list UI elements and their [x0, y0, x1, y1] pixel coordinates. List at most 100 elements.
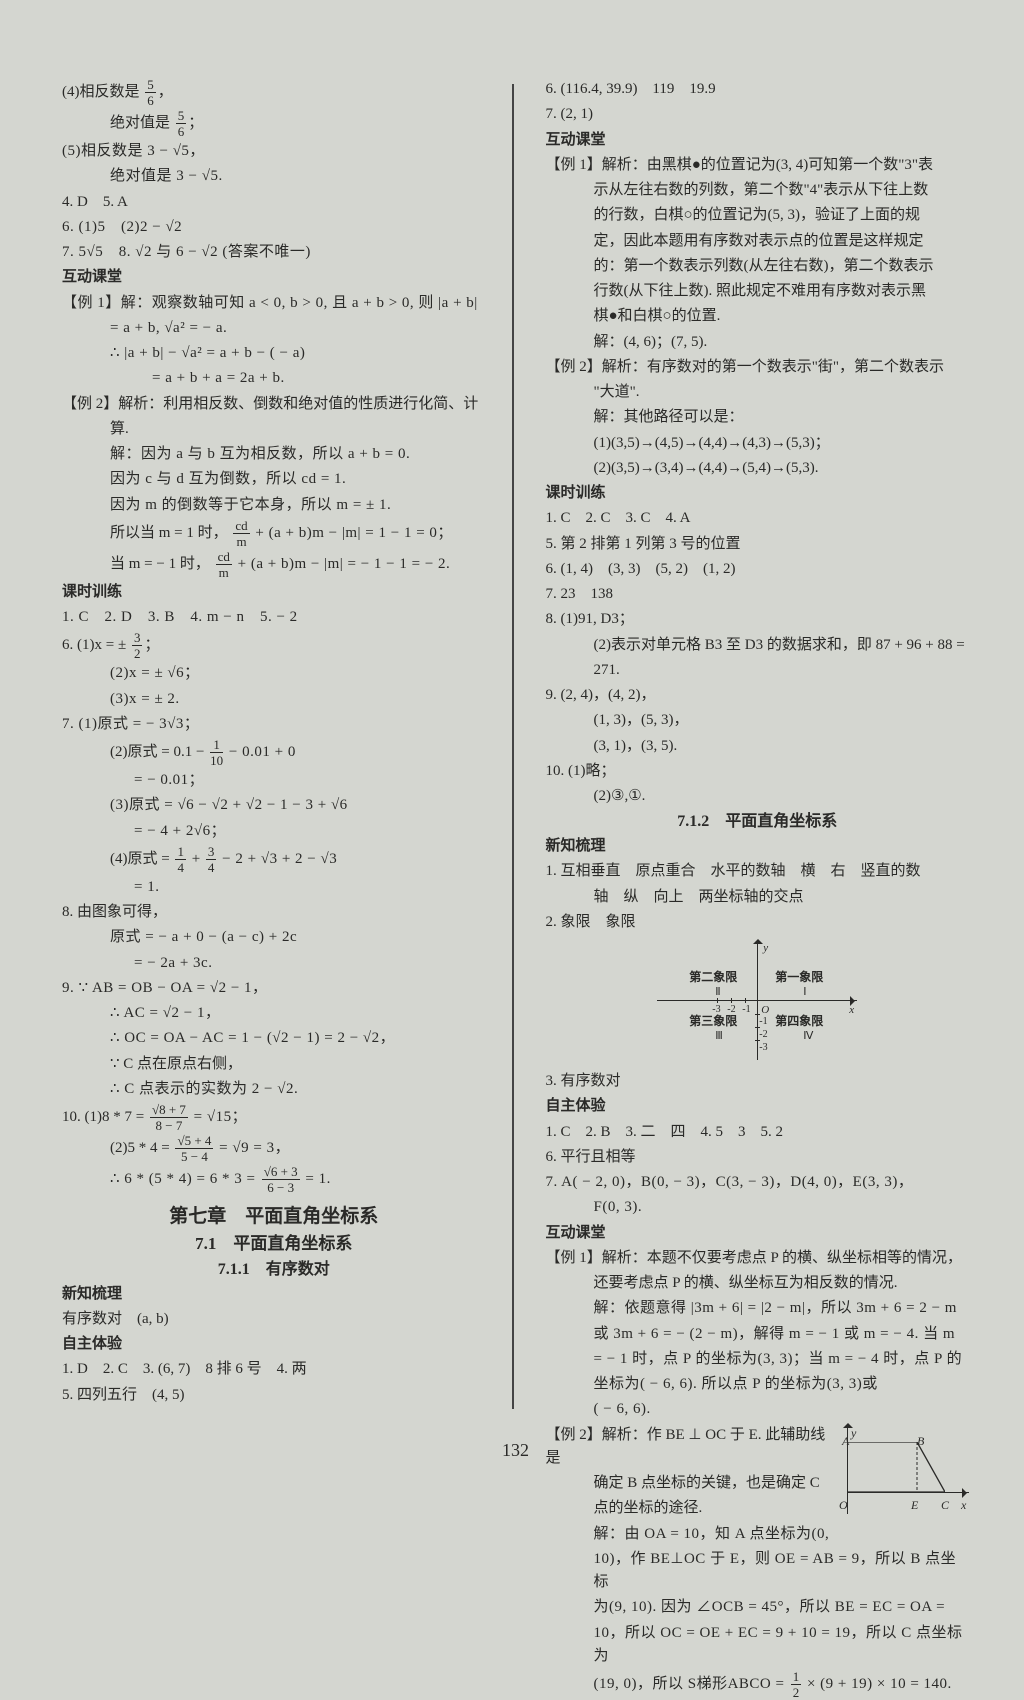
- b-example2-l5: 10)，作 BE⊥OC 于 E，则 OE = AB = 9，所以 B 点坐标: [546, 1548, 970, 1595]
- fraction-3-2: 3 2: [132, 631, 143, 660]
- tick-mark: [755, 1040, 760, 1041]
- example1-l4: 定，因此本题用有序数对表示点的位置是这样规定: [546, 230, 970, 253]
- left-column: (4)相反数是 5 6 ， 绝对值是 5 6 ； (5)相反数是 3 − √5，…: [62, 78, 494, 1418]
- b-example2-l8: (19, 0)，所以 S梯形ABCO = 1 2 × (9 + 19) × 10…: [546, 1670, 970, 1699]
- example1-l2: 示从左往右数的列数，第二个数"4"表示从下往上数: [546, 179, 970, 202]
- chapter-7-title: 第七章 平面直角坐标系: [62, 1202, 486, 1231]
- subsection-7-1-1-title: 7.1.1 有序数对: [62, 1258, 486, 1283]
- b-example2-l4: 解：由 OA = 10，知 A 点坐标为(0,: [546, 1523, 970, 1546]
- practice-7-4: (4)原式 = 1 4 + 3 4 − 2 + √3 + 2 − √3: [62, 845, 486, 874]
- example2-line1b: 算.: [62, 418, 486, 441]
- roman-3: Ⅲ: [715, 1028, 723, 1045]
- item-4-5-ans: 4. D 5. A: [62, 191, 486, 214]
- fraction-6-3: √6 + 3 6 − 3: [262, 1165, 300, 1194]
- b-example1-l4: 或 3m + 6 = − (2 − m)，解得 m = − 1 或 m = − …: [546, 1323, 970, 1346]
- text: 所以当 m = 1 时，: [110, 525, 228, 541]
- b-example2-l6: 为(9, 10). 因为 ∠OCB = 45°，所以 BE = EC = OA …: [546, 1596, 970, 1619]
- text: (19, 0)，所以 S梯形ABCO =: [594, 1676, 789, 1692]
- self-exp-7: 7. A( − 2, 0)，B(0, − 3)，C(3, − 3)，D(4, 0…: [546, 1171, 970, 1194]
- b-example1-l2: 还要考虑点 P 的横、纵坐标互为相反数的情况.: [546, 1272, 970, 1295]
- practice-9: 9. (2, 4)，(4, 2)，: [546, 684, 970, 707]
- new-knowledge-2: 2. 象限 象限: [546, 911, 970, 934]
- item-6: 6. (116.4, 39.9) 119 19.9: [546, 78, 970, 101]
- arrow-y-icon: [753, 934, 763, 944]
- practice-9: 9. ∵ AB = OB − OA = √2 − 1，: [62, 977, 486, 1000]
- b-example1-l1: 【例 1】解析：本题不仅要考虑点 P 的横、纵坐标相等的情况，: [546, 1247, 970, 1270]
- practice-7-4b: = 1.: [62, 876, 486, 899]
- example1-l7: 棋●和白棋○的位置.: [546, 305, 970, 328]
- tick-negv3: -3: [759, 1040, 767, 1056]
- self-exp-6: 6. 平行且相等: [546, 1146, 970, 1169]
- tick-neg2: -2: [727, 1002, 735, 1018]
- tick-neg3: -3: [712, 1002, 720, 1018]
- practice-7-2b: = − 0.01；: [62, 769, 486, 792]
- trapezoid-diagram: A B O E C x y: [839, 1424, 969, 1524]
- text: 10. (1)8 * 7 =: [62, 1109, 148, 1125]
- item-5-abs: 绝对值是 3 − √5.: [62, 165, 486, 188]
- text: ∴ 6 * (5 * 4) = 6 * 3 =: [110, 1171, 260, 1187]
- example2-l3: 解：其他路径可以是：: [546, 406, 970, 429]
- example1-l1: 【例 1】解析：由黑棋●的位置记为(3, 4)可知第一个数"3"表: [546, 154, 970, 177]
- roman-1: Ⅰ: [803, 984, 806, 1001]
- semicolon: ；: [188, 115, 203, 131]
- practice-6-2: (2)x = ± √6；: [62, 662, 486, 685]
- fraction-5-4: √5 + 4 5 − 4: [175, 1134, 213, 1163]
- text: (2)原式 = 0.1 −: [110, 744, 208, 760]
- example2-line6: 当 m = − 1 时， cd m + (a + b)m − |m| = − 1…: [62, 550, 486, 579]
- example1-line3: ∴ |a + b| − √a² = a + b − ( − a): [62, 342, 486, 365]
- comma: ，: [158, 84, 173, 100]
- example2-line1: 【例 2】解析：利用相反数、倒数和绝对值的性质进行化简、计: [62, 393, 486, 416]
- practice-9c: (3, 1)，(3, 5).: [546, 735, 970, 758]
- text: = √15；: [194, 1109, 247, 1125]
- fraction-1-4: 1 4: [175, 845, 186, 874]
- semicolon: ；: [144, 637, 159, 653]
- point-O: O: [839, 1496, 848, 1515]
- column-divider: [512, 84, 514, 1409]
- practice-10-1: 10. (1)8 * 7 = √8 + 7 8 − 7 = √15；: [62, 1103, 486, 1132]
- tick-mark: [745, 998, 746, 1003]
- text: (2)5 * 4 =: [110, 1140, 173, 1156]
- item-4-abs: 绝对值是 5 6 ；: [62, 109, 486, 138]
- practice-10-3: ∴ 6 * (5 * 4) = 6 * 3 = √6 + 3 6 − 3 = 1…: [62, 1165, 486, 1194]
- point-C: C: [941, 1496, 949, 1515]
- example2-line2: 解：因为 a 与 b 互为相反数，所以 a + b = 0.: [62, 443, 486, 466]
- tick-mark: [731, 998, 732, 1003]
- practice-8: 8. 由图象可得，: [62, 901, 486, 924]
- text: + (a + b)m − |m| = 1 − 1 = 0；: [255, 525, 453, 541]
- b-example1-l3: 解：依题意得 |3m + 6| = |2 − m|，所以 3m + 6 = 2 …: [546, 1297, 970, 1320]
- practice-9e: ∴ C 点表示的实数为 2 − √2.: [62, 1078, 486, 1101]
- practice-9d: ∵ C 点在原点右侧，: [62, 1053, 486, 1076]
- b-example1-l7: ( − 6, 6).: [546, 1398, 970, 1421]
- quadrant-diagram-wrap: 第一象限 第二象限 第三象限 第四象限 Ⅰ Ⅱ Ⅲ Ⅳ O x y -1 -2 …: [546, 940, 970, 1060]
- subsection-7-1-2-title: 7.1.2 平面直角坐标系: [546, 810, 970, 835]
- two-column-layout: (4)相反数是 5 6 ， 绝对值是 5 6 ； (5)相反数是 3 − √5，…: [62, 78, 969, 1418]
- y-label: y: [763, 940, 768, 957]
- practice-9b: (1, 3)，(5, 3)，: [546, 709, 970, 732]
- practice-6-1: 6. (1)x = ± 3 2 ；: [62, 631, 486, 660]
- practice-7: 7. 23 138: [546, 583, 970, 606]
- heading-new-knowledge: 新知梳理: [62, 1283, 486, 1306]
- text: 6. (1)x = ±: [62, 637, 130, 653]
- b-example1-l6: 坐标为( − 6, 6). 所以点 P 的坐标为(3, 3)或: [546, 1373, 970, 1396]
- example1-l3: 的行数，白棋○的位置记为(5, 3)，验证了上面的规: [546, 204, 970, 227]
- self-exp-1-5: 1. C 2. B 3. 二 四 4. 5 3 5. 2: [546, 1121, 970, 1144]
- text: (4)相反数是: [62, 84, 140, 100]
- b-example2-block: A B O E C x y 【例 2】解析：作 BE ⊥ OC 于 E. 此辅助…: [546, 1424, 970, 1548]
- example2-line3: 因为 c 与 d 互为倒数，所以 cd = 1.: [62, 468, 486, 491]
- heading-practice: 课时训练: [62, 581, 486, 604]
- quadrant-2-label: 第二象限: [689, 968, 737, 987]
- example2-l4: (1)(3,5)→(4,5)→(4,4)→(4,3)→(5,3)；: [546, 432, 970, 455]
- plus: +: [192, 851, 204, 867]
- fraction-cd-m-2: cd m: [216, 550, 232, 579]
- example1-l8: 解：(4, 6)；(7, 5).: [546, 331, 970, 354]
- example2-line5: 所以当 m = 1 时， cd m + (a + b)m − |m| = 1 −…: [62, 519, 486, 548]
- fraction-cd-m: cd m: [233, 519, 249, 548]
- example2-l2: "大道".: [546, 381, 970, 404]
- quadrant-1-label: 第一象限: [775, 968, 823, 987]
- item-4-opposite: (4)相反数是 5 6 ，: [62, 78, 486, 107]
- practice-7-3b: = − 4 + 2√6；: [62, 820, 486, 843]
- heading-interactive: 互动课堂: [62, 266, 486, 289]
- example1-line2: = a + b, √a² = − a.: [62, 317, 486, 340]
- tick-mark: [717, 998, 718, 1003]
- heading-new-knowledge: 新知梳理: [546, 835, 970, 858]
